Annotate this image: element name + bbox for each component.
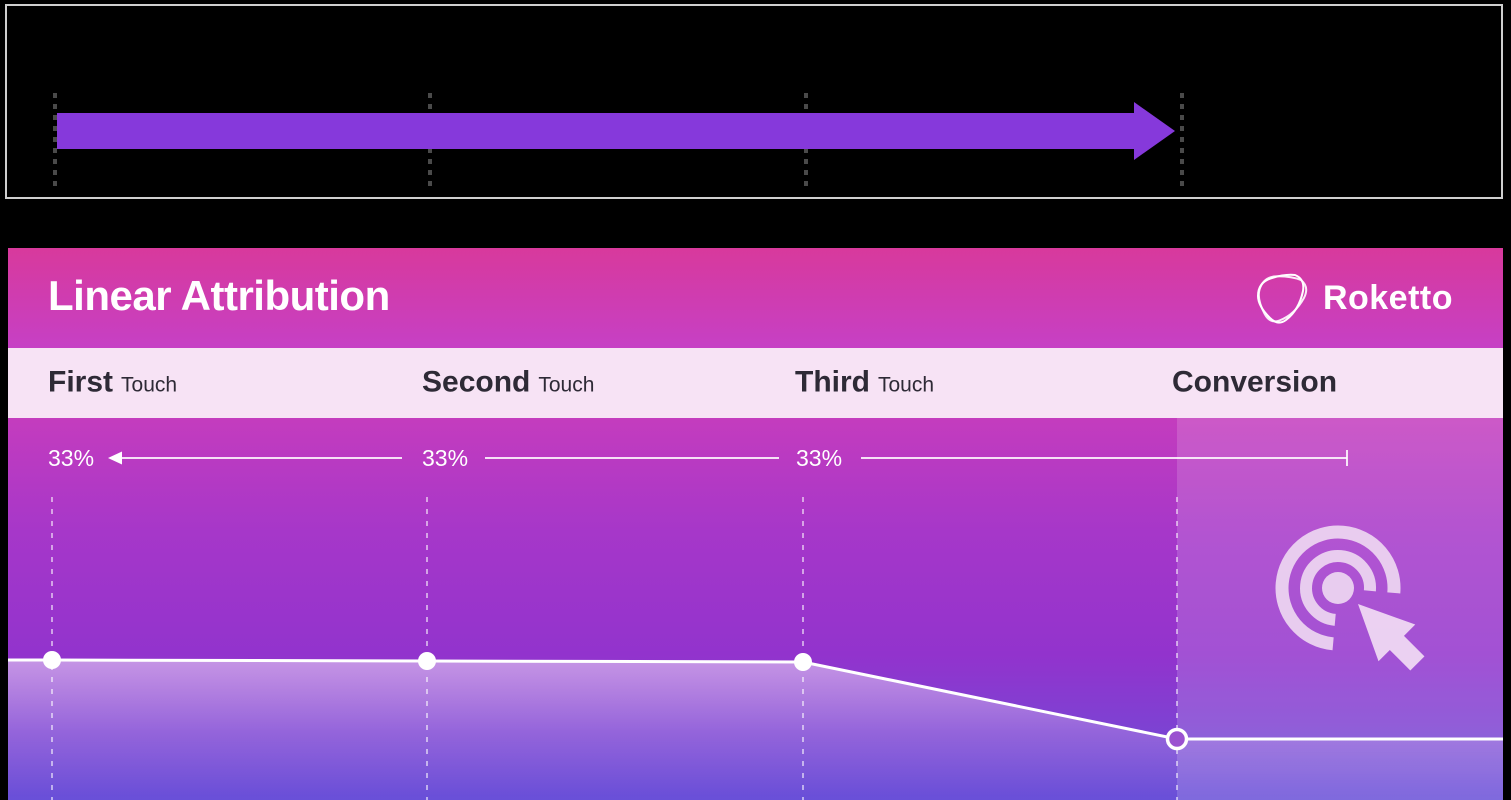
roketto-pick-icon: [1256, 273, 1308, 324]
stage-sub: Touch: [121, 373, 178, 397]
stage-label-row: First Touch Second Touch Third Touch Conver…: [8, 348, 1503, 418]
stage-sub: Touch: [878, 373, 935, 397]
credit-value-second: 33%: [422, 445, 469, 471]
stage-label-first: First Touch: [48, 365, 177, 399]
timeline-guide-conversion: [1180, 93, 1184, 186]
journey-arrow-body: [57, 113, 1134, 149]
credit-value-third: 33%: [796, 445, 843, 471]
linear-attribution-panel: Linear Attribution Roketto First Touch Se…: [8, 248, 1503, 800]
stage-name: Second: [422, 365, 531, 399]
stage-name: Third: [795, 365, 870, 399]
attribution-chart-area: 33% 33% 33%: [8, 418, 1503, 800]
point-first-touch: [43, 651, 61, 669]
credit-value-first: 33%: [48, 445, 95, 471]
brand-lockup: Roketto: [1253, 269, 1453, 327]
attribution-line-chart: [8, 450, 1503, 800]
stage-label-second: Second Touch: [422, 365, 594, 399]
point-third-touch: [794, 653, 812, 671]
panel-header: Linear Attribution Roketto: [8, 248, 1503, 348]
left-arrowhead-icon: [108, 451, 122, 465]
brand-name: Roketto: [1322, 278, 1453, 317]
page-title: Linear Attribution: [48, 272, 390, 320]
journey-timeline-box: [5, 4, 1503, 199]
conversion-target-icon: [1275, 525, 1425, 671]
credit-measure-lines: [108, 450, 1348, 466]
stage-sub: Touch: [538, 373, 595, 397]
point-conversion: [1165, 727, 1189, 751]
stage-label-conversion: Conversion: [1172, 365, 1345, 399]
cursor-icon: [1358, 604, 1425, 671]
timeline-guide-first-touch: [53, 93, 57, 186]
stage-label-third: Third Touch: [795, 365, 934, 399]
credit-area-fill: [8, 660, 1503, 800]
stage-name: Conversion: [1172, 365, 1338, 399]
journey-arrow-head-icon: [1134, 102, 1175, 160]
point-second-touch: [418, 652, 436, 670]
conversion-column-highlight: [1177, 418, 1503, 800]
stage-name: First: [48, 365, 114, 399]
